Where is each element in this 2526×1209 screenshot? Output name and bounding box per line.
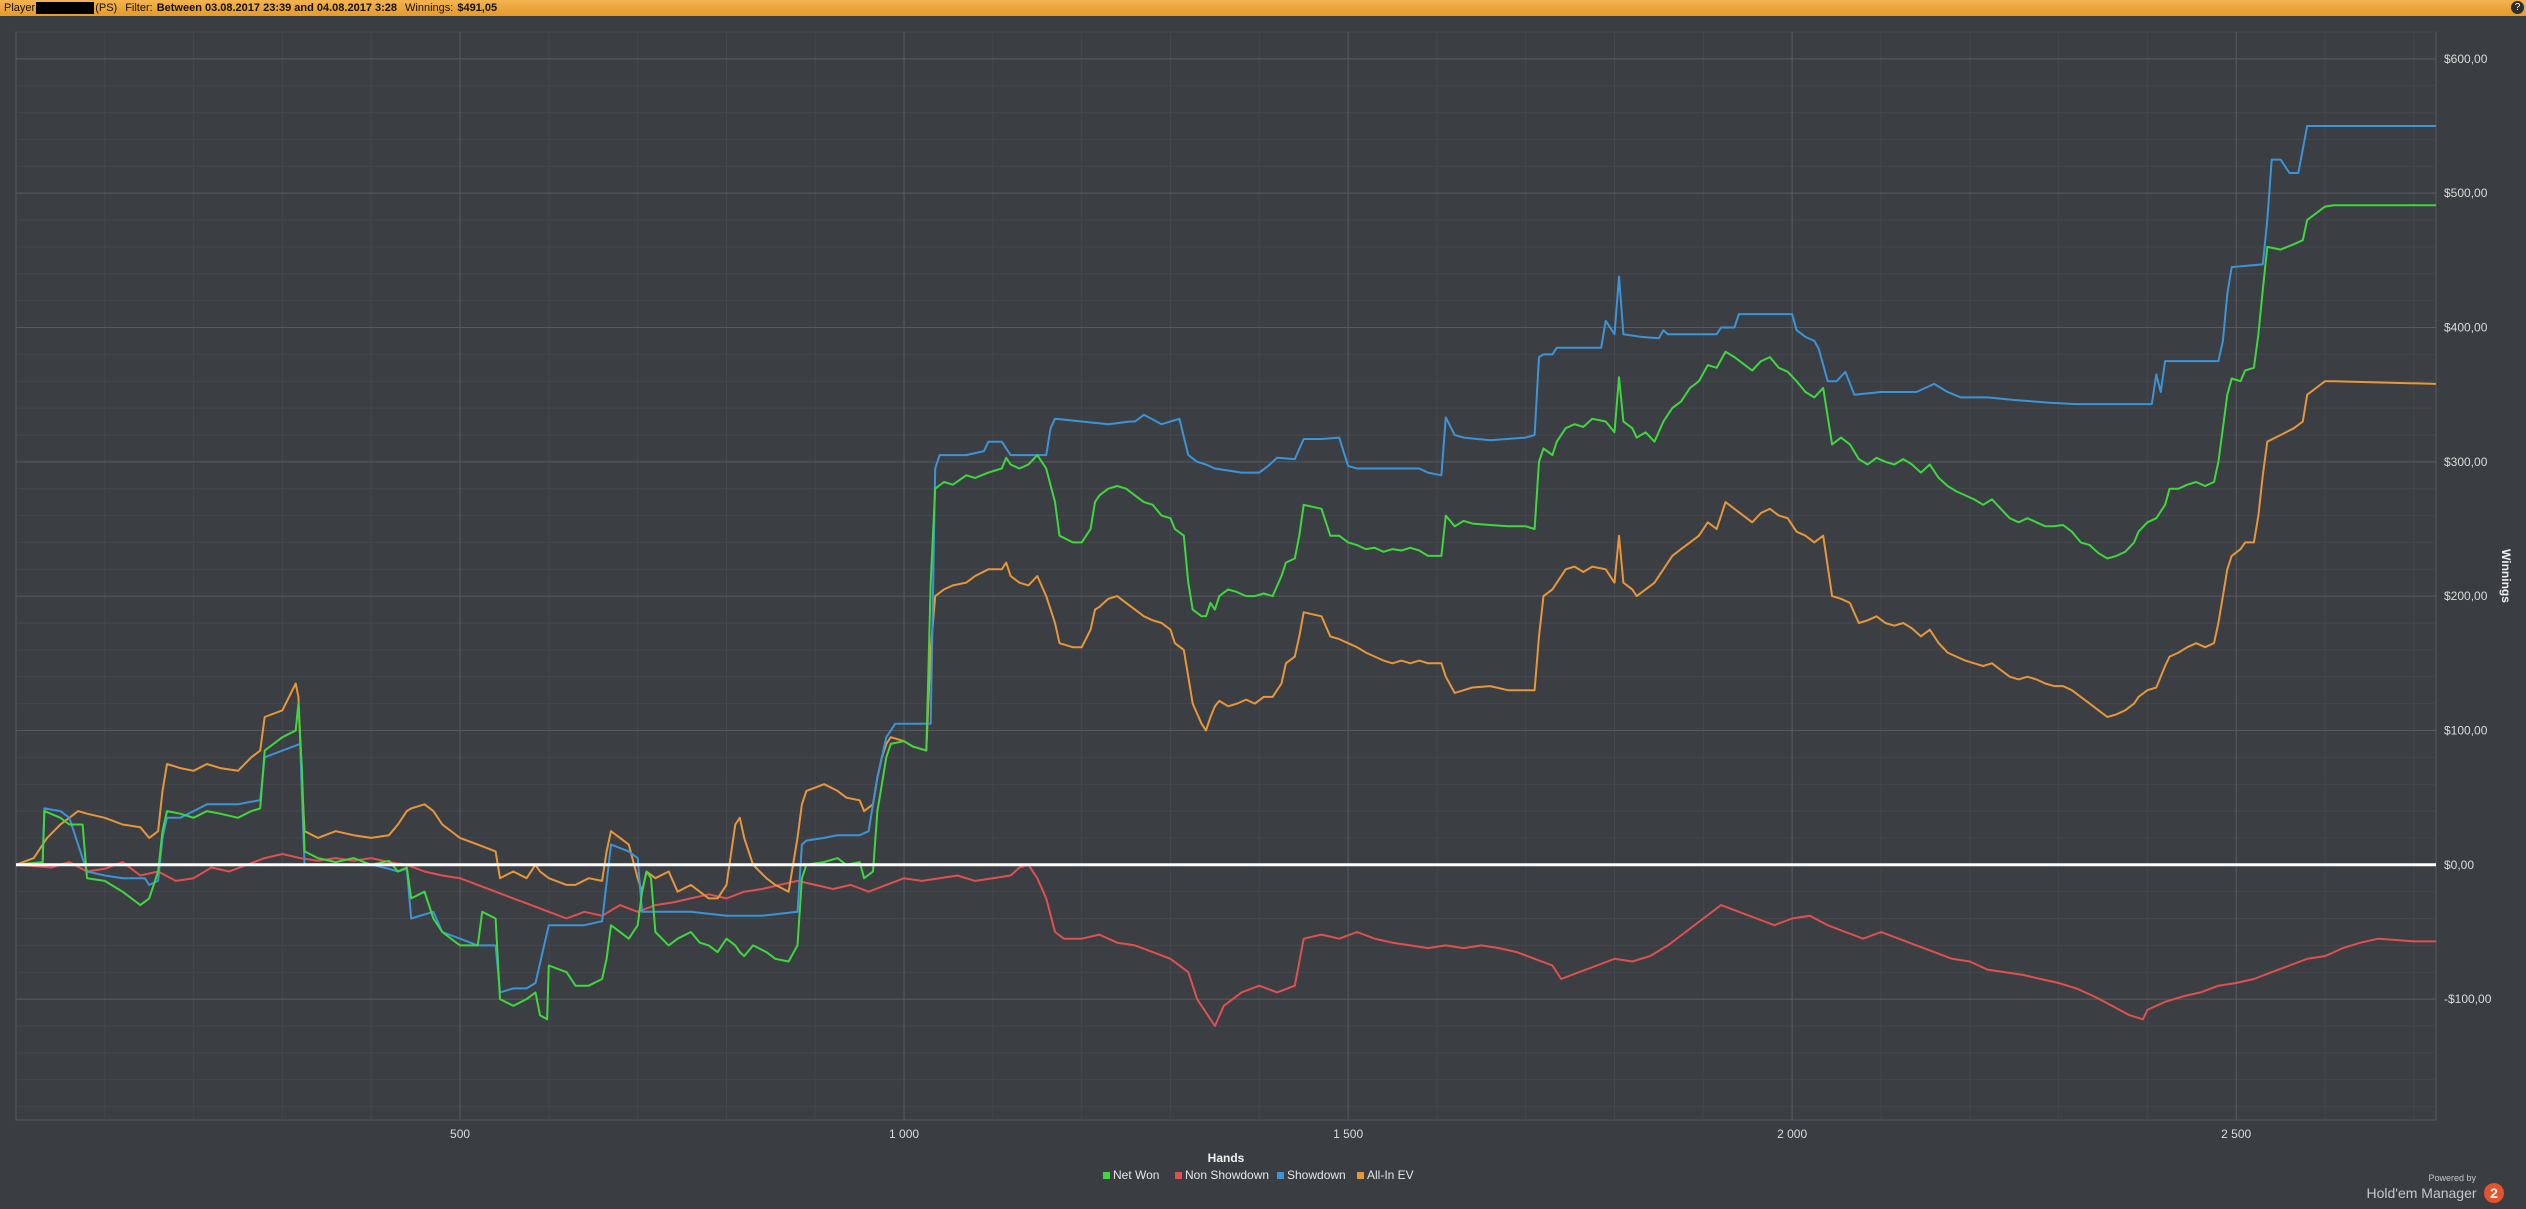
legend-swatch-non-showdown (1175, 1172, 1182, 1179)
y-tick-label: -$100,00 (2444, 992, 2492, 1006)
winnings-value: $491,05 (457, 2, 498, 14)
filter-label: Filter: (125, 2, 153, 14)
y-tick-label: $300,00 (2444, 455, 2488, 469)
series-line-net-won (15, 204, 2436, 1021)
legend: Net Won Non Showdown Showdown All-In EV (1103, 1168, 1414, 1182)
player-name-redacted (36, 2, 95, 14)
legend-swatch-showdown (1277, 1172, 1284, 1179)
y-tick-label: $600,00 (2444, 52, 2488, 66)
branding: Powered by Hold'em Manager 2 (2366, 1173, 2504, 1203)
x-tick-label: 2 500 (2221, 1127, 2251, 1141)
product-name: Hold'em Manager (2366, 1185, 2477, 1201)
series-line-non-showdown (15, 853, 2436, 1027)
y-tick-label: $400,00 (2444, 321, 2488, 335)
series-layer (15, 125, 2437, 1027)
winnings-chart: 500 1 000 1 500 2 000 2 500 -$100,00 $0,00 $10… (15, 31, 2513, 1182)
legend-swatch-net-won (1103, 1172, 1110, 1179)
legend-label-showdown[interactable]: Showdown (1287, 1168, 1346, 1182)
site-tag: (PS) (95, 2, 118, 14)
legend-swatch-all-in-ev (1357, 1172, 1364, 1179)
winnings-label: Winnings: (405, 2, 454, 14)
logo-icon: 2 (2484, 1183, 2504, 1203)
x-axis-title: Hands (1208, 1151, 1245, 1165)
legend-label-all-in-ev[interactable]: All-In EV (1367, 1168, 1414, 1182)
y-tick-label: $500,00 (2444, 186, 2488, 200)
y-axis-title: Winnings (2499, 549, 2513, 603)
x-tick-labels: 500 1 000 1 500 2 000 2 500 (450, 1127, 2252, 1141)
x-tick-label: 1 500 (1333, 1127, 1363, 1141)
y-tick-labels: -$100,00 $0,00 $100,00 $200,00 $300,00 $400,0… (2444, 52, 2492, 1006)
series-line-all-in-ev (15, 380, 2437, 900)
y-tick-label: $0,00 (2444, 858, 2474, 872)
help-icon[interactable]: ? (2511, 1, 2524, 14)
y-tick-label: $200,00 (2444, 589, 2488, 603)
y-tick-label: $100,00 (2444, 723, 2488, 737)
powered-by-text: Powered by (2428, 1173, 2476, 1183)
legend-label-net-won[interactable]: Net Won (1113, 1168, 1159, 1182)
legend-label-non-showdown[interactable]: Non Showdown (1185, 1168, 1269, 1182)
player-label: Player (4, 2, 36, 14)
plot-area (15, 31, 2437, 1121)
x-tick-label: 1 000 (889, 1127, 919, 1141)
filter-value: Between 03.08.2017 23:39 and 04.08.2017 … (156, 2, 398, 14)
title-bar: Player (PS) Filter: Between 03.08.2017 2… (0, 0, 2526, 16)
x-tick-label: 2 000 (1777, 1127, 1807, 1141)
x-tick-label: 500 (450, 1127, 470, 1141)
